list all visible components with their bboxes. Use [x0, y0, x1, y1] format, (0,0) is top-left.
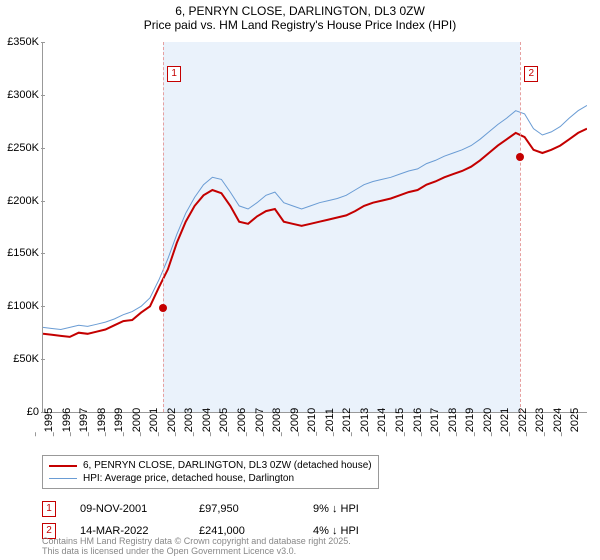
legend-item: HPI: Average price, detached house, Darl…	[49, 472, 372, 485]
x-axis-tick: 1995	[43, 408, 55, 432]
x-axis-tick: 2005	[218, 408, 230, 432]
sale-marker-dot	[159, 304, 167, 312]
x-axis-tick: 2022	[517, 408, 529, 432]
x-axis-tick: 1998	[96, 408, 108, 432]
x-axis-tick: 2019	[464, 408, 476, 432]
attribution-text: Contains HM Land Registry data © Crown c…	[42, 536, 351, 556]
sale-marker-icon: 1	[42, 501, 56, 517]
legend-label: 6, PENRYN CLOSE, DARLINGTON, DL3 0ZW (de…	[83, 460, 372, 471]
legend-box: 6, PENRYN CLOSE, DARLINGTON, DL3 0ZW (de…	[42, 455, 379, 489]
x-axis-tick: 2021	[499, 408, 511, 432]
x-axis-tick: 2025	[569, 408, 581, 432]
x-axis-tick: 2002	[166, 408, 178, 432]
x-axis-tick: 2001	[148, 408, 160, 432]
legend-swatch	[49, 465, 77, 467]
x-axis-tick: 2017	[429, 408, 441, 432]
x-axis-tick: 2000	[131, 408, 143, 432]
sale-date: 09-NOV-2001	[80, 503, 175, 515]
y-axis-tick: £300K	[7, 89, 39, 101]
chart-subtitle: Price paid vs. HM Land Registry's House …	[0, 18, 600, 32]
sale-vline	[163, 42, 164, 412]
x-axis-tick: 2012	[341, 408, 353, 432]
x-axis-tick: 2023	[534, 408, 546, 432]
y-axis-tick: £100K	[7, 300, 39, 312]
y-axis-tick: £0	[27, 406, 39, 418]
x-axis-tick: 1999	[113, 408, 125, 432]
attribution-line: Contains HM Land Registry data © Crown c…	[42, 536, 351, 546]
legend-item: 6, PENRYN CLOSE, DARLINGTON, DL3 0ZW (de…	[49, 459, 372, 472]
y-axis-tick: £350K	[7, 36, 39, 48]
sale-marker-box: 2	[524, 66, 538, 82]
y-axis-tick: £50K	[13, 353, 39, 365]
y-axis-tick: £150K	[7, 247, 39, 259]
x-axis-tick: 2013	[359, 408, 371, 432]
plot-area: £0£50K£100K£150K£200K£250K£300K£350K1995…	[42, 42, 587, 413]
x-axis-tick: 2008	[271, 408, 283, 432]
chart-title: 6, PENRYN CLOSE, DARLINGTON, DL3 0ZW	[0, 0, 600, 18]
sale-price: £97,950	[199, 503, 289, 515]
line-series	[43, 42, 587, 412]
x-axis-tick: 2014	[376, 408, 388, 432]
legend-swatch	[49, 478, 77, 479]
y-axis-tick: £200K	[7, 195, 39, 207]
x-axis-tick: 2009	[289, 408, 301, 432]
sale-vline	[520, 42, 521, 412]
x-axis-tick: 2015	[394, 408, 406, 432]
sale-diff: 9% ↓ HPI	[313, 503, 359, 515]
x-axis-tick: 2011	[324, 408, 336, 432]
x-axis-tick: 2016	[412, 408, 424, 432]
sale-marker-box: 1	[167, 66, 181, 82]
x-axis-tick: 2010	[306, 408, 318, 432]
x-axis-tick: 2004	[201, 408, 213, 432]
series-property	[43, 129, 587, 337]
legend-label: HPI: Average price, detached house, Darl…	[83, 473, 294, 484]
x-axis-tick: 2020	[482, 408, 494, 432]
x-axis-tick: 2006	[236, 408, 248, 432]
x-axis-tick: 2007	[254, 408, 266, 432]
sale-marker-dot	[516, 153, 524, 161]
x-axis-tick: 1996	[61, 408, 73, 432]
x-axis-tick: 2024	[552, 408, 564, 432]
chart-container: 6, PENRYN CLOSE, DARLINGTON, DL3 0ZW Pri…	[0, 0, 600, 560]
sales-row: 1 09-NOV-2001 £97,950 9% ↓ HPI	[42, 498, 359, 520]
x-axis-tick: 2003	[183, 408, 195, 432]
attribution-line: This data is licensed under the Open Gov…	[42, 546, 351, 556]
x-axis-tick: 1997	[78, 408, 90, 432]
y-axis-tick: £250K	[7, 142, 39, 154]
x-axis-tick: 2018	[447, 408, 459, 432]
